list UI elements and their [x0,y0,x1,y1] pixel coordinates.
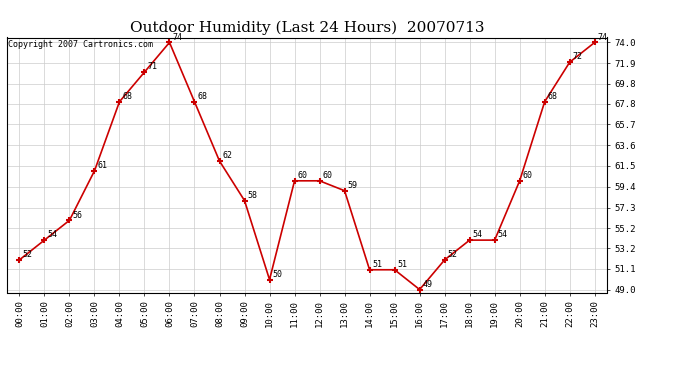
Text: 58: 58 [247,191,257,200]
Text: 50: 50 [273,270,282,279]
Text: 60: 60 [522,171,533,180]
Text: 60: 60 [297,171,307,180]
Text: 72: 72 [573,53,582,62]
Text: 74: 74 [172,33,182,42]
Text: 68: 68 [122,92,132,101]
Title: Outdoor Humidity (Last 24 Hours)  20070713: Outdoor Humidity (Last 24 Hours) 2007071… [130,21,484,35]
Text: 61: 61 [97,161,107,170]
Text: 51: 51 [397,260,407,269]
Text: 74: 74 [598,33,607,42]
Text: 71: 71 [147,62,157,71]
Text: 59: 59 [347,181,357,190]
Text: 52: 52 [22,250,32,259]
Text: 51: 51 [373,260,382,269]
Text: 62: 62 [222,151,233,160]
Text: 49: 49 [422,280,433,289]
Text: 68: 68 [547,92,558,101]
Text: Copyright 2007 Cartronics.com: Copyright 2007 Cartronics.com [8,40,153,49]
Text: 60: 60 [322,171,333,180]
Text: 54: 54 [473,230,482,239]
Text: 54: 54 [497,230,507,239]
Text: 68: 68 [197,92,207,101]
Text: 54: 54 [47,230,57,239]
Text: 52: 52 [447,250,457,259]
Text: 56: 56 [72,211,82,220]
